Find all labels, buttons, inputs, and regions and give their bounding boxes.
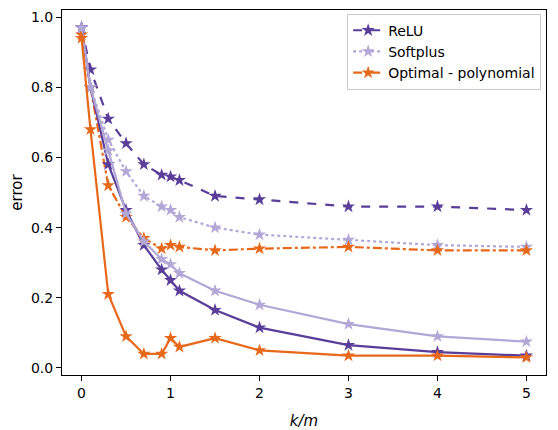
svg-text:0: 0 xyxy=(77,385,86,401)
svg-text:0.6: 0.6 xyxy=(31,149,53,165)
svg-text:3: 3 xyxy=(344,385,353,401)
svg-text:k/m: k/m xyxy=(290,412,318,430)
svg-text:5: 5 xyxy=(522,385,531,401)
svg-text:0.8: 0.8 xyxy=(31,79,53,95)
svg-text:0.4: 0.4 xyxy=(31,220,53,236)
svg-text:Softplus: Softplus xyxy=(388,44,445,60)
svg-text:1: 1 xyxy=(166,385,175,401)
svg-text:2: 2 xyxy=(255,385,264,401)
svg-text:error: error xyxy=(8,174,26,211)
svg-text:Optimal - polynomial: Optimal - polynomial xyxy=(388,65,534,81)
svg-text:0.0: 0.0 xyxy=(31,360,53,376)
svg-text:0.2: 0.2 xyxy=(31,290,53,306)
svg-text:4: 4 xyxy=(433,385,442,401)
svg-text:1.0: 1.0 xyxy=(31,9,53,25)
svg-text:ReLU: ReLU xyxy=(388,23,423,39)
